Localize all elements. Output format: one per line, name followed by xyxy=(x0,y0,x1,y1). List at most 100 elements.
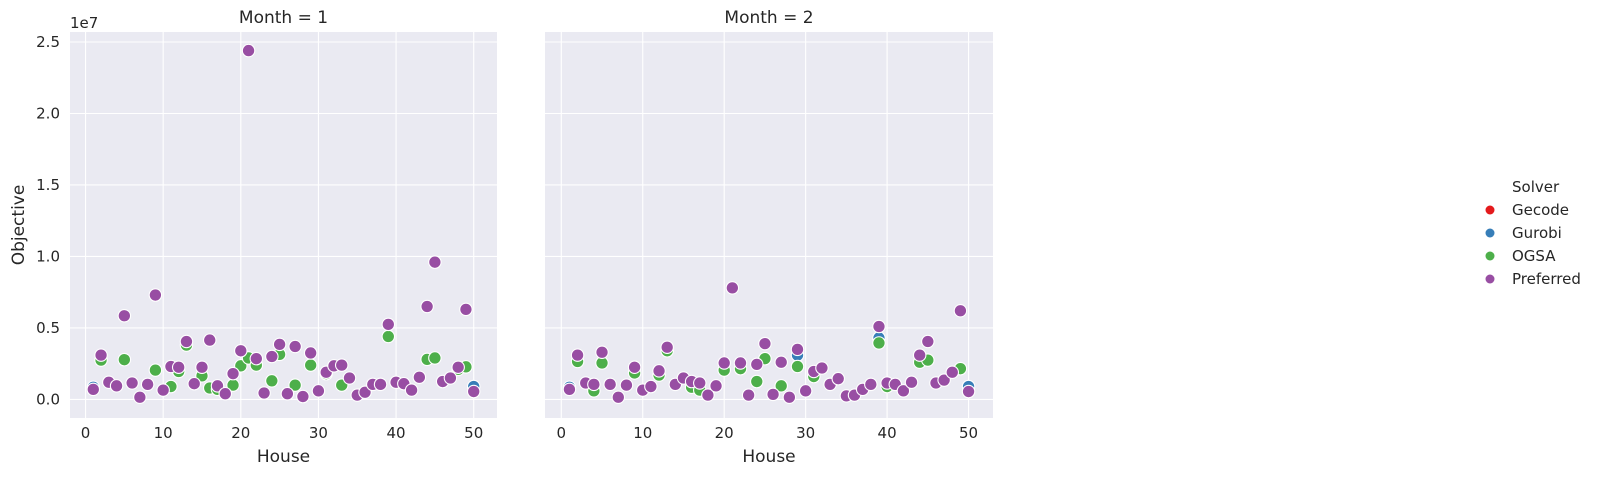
data-point-preferred xyxy=(961,384,976,399)
y-offset-label: 1e7 xyxy=(70,14,98,32)
data-point-preferred xyxy=(148,288,163,302)
legend-entry-preferred: Preferred xyxy=(1485,270,1581,288)
data-point-ogsa xyxy=(872,336,886,350)
legend-entry-ogsa: OGSA xyxy=(1485,247,1556,265)
data-point-ogsa xyxy=(148,363,163,377)
data-point-preferred xyxy=(953,304,968,318)
data-point-preferred xyxy=(171,360,186,374)
data-point-preferred xyxy=(798,384,813,398)
data-point-preferred xyxy=(218,386,233,401)
data-point-preferred xyxy=(750,357,764,372)
data-point-preferred xyxy=(595,345,609,359)
data-point-preferred xyxy=(381,317,396,332)
data-point-preferred xyxy=(179,334,194,349)
data-point-preferred xyxy=(373,377,388,392)
y-tick-label: 2.5 xyxy=(36,33,60,51)
legend-entry-gurobi: Gurobi xyxy=(1485,224,1562,242)
data-point-preferred xyxy=(921,334,935,349)
data-point-preferred xyxy=(334,358,349,372)
data-point-preferred xyxy=(443,371,458,385)
data-point-preferred xyxy=(587,377,601,392)
data-point-preferred xyxy=(644,379,658,394)
data-point-preferred xyxy=(109,379,124,393)
legend-title: Solver xyxy=(1512,178,1560,196)
x-tick-label: 30 xyxy=(309,424,328,442)
data-point-preferred xyxy=(226,366,240,381)
x-tick-label: 40 xyxy=(387,424,406,442)
data-point-preferred xyxy=(872,319,886,334)
x-tick-label: 20 xyxy=(715,424,734,442)
data-points xyxy=(562,281,976,405)
data-point-ogsa xyxy=(265,374,279,388)
data-point-preferred xyxy=(603,377,617,392)
data-point-preferred xyxy=(187,376,201,391)
data-point-preferred xyxy=(249,351,264,366)
facet-title: Month = 1 xyxy=(239,8,328,28)
x-tick-label: 20 xyxy=(231,424,250,442)
x-tick-label: 30 xyxy=(796,424,815,442)
data-point-preferred xyxy=(156,383,170,397)
data-point-preferred xyxy=(195,360,209,374)
data-point-preferred xyxy=(709,379,723,393)
data-point-preferred xyxy=(611,390,626,405)
data-point-preferred xyxy=(562,382,577,397)
data-point-preferred xyxy=(303,346,318,360)
data-point-preferred xyxy=(311,384,326,398)
data-point-ogsa xyxy=(774,379,788,393)
data-point-preferred xyxy=(815,361,829,375)
data-point-ogsa xyxy=(288,378,302,392)
data-point-preferred xyxy=(86,382,101,397)
data-point-preferred xyxy=(782,390,797,405)
data-point-preferred xyxy=(280,386,295,401)
legend-label: Preferred xyxy=(1512,270,1581,288)
data-point-preferred xyxy=(864,377,878,392)
y-tick-label: 1.5 xyxy=(36,176,60,194)
data-point-ogsa xyxy=(790,359,805,374)
data-point-preferred xyxy=(117,309,132,323)
data-point-preferred xyxy=(94,348,108,362)
facet-title: Month = 2 xyxy=(724,8,813,28)
data-point-preferred xyxy=(257,386,271,400)
data-point-preferred xyxy=(717,356,731,370)
data-point-preferred xyxy=(466,384,481,399)
data-point-preferred xyxy=(693,376,707,390)
data-point-preferred xyxy=(904,375,919,390)
legend-label: Gecode xyxy=(1512,201,1569,219)
x-tick-label: 10 xyxy=(154,424,173,442)
x-tick-label: 0 xyxy=(557,424,567,442)
data-point-preferred xyxy=(652,364,666,378)
data-point-preferred xyxy=(766,387,780,402)
data-point-ogsa xyxy=(750,374,764,389)
x-tick-label: 0 xyxy=(81,424,91,442)
data-point-preferred xyxy=(774,355,788,369)
data-point-preferred xyxy=(202,333,217,347)
data-point-preferred xyxy=(733,356,748,370)
x-tick-label: 50 xyxy=(464,424,483,442)
data-point-preferred xyxy=(272,337,287,352)
data-point-preferred xyxy=(912,348,927,362)
x-tick-label: 40 xyxy=(878,424,897,442)
data-point-preferred xyxy=(459,302,473,317)
data-point-preferred xyxy=(701,388,715,402)
legend-marker xyxy=(1485,251,1495,261)
y-tick-label: 2.0 xyxy=(36,104,60,122)
data-point-preferred xyxy=(725,281,740,295)
data-point-preferred xyxy=(420,299,434,314)
legend-marker xyxy=(1485,274,1495,284)
data-point-preferred xyxy=(660,340,674,354)
facet-panel-month-2: Month = 2 0 10 20 30 40 50 House xyxy=(545,8,993,467)
legend-marker xyxy=(1485,228,1495,238)
data-point-preferred xyxy=(741,388,756,402)
data-point-preferred xyxy=(342,371,357,385)
y-tick-label: 0.5 xyxy=(36,319,60,337)
data-point-preferred xyxy=(241,43,256,58)
data-point-preferred xyxy=(265,349,279,364)
facet-panel-month-1: Month = 1 0 10 20 30 40 50 House 0.0 0.5 1.0 1.5 2.0… xyxy=(9,8,497,467)
data-point-preferred xyxy=(831,371,845,386)
legend-label: Gurobi xyxy=(1512,224,1562,242)
data-point-preferred xyxy=(296,389,310,404)
data-point-preferred xyxy=(619,378,634,392)
data-point-preferred xyxy=(937,373,951,387)
legend: Solver Gecode Gurobi OGSA Preferred xyxy=(1485,178,1581,288)
